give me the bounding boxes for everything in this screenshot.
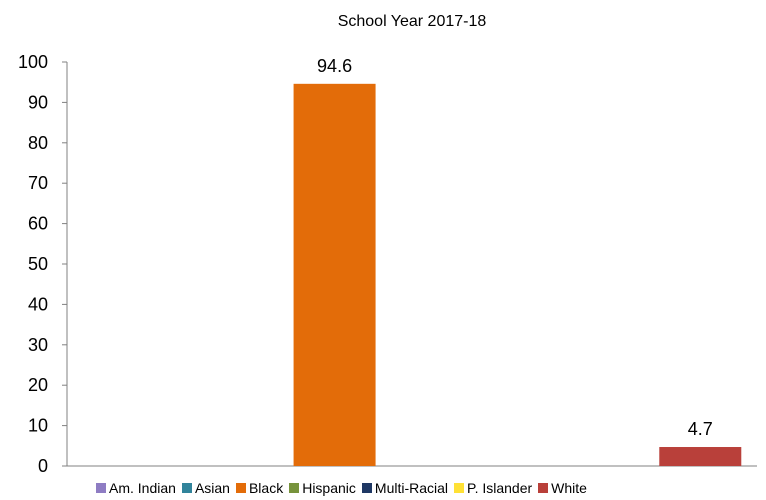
y-tick-label: 30 <box>28 335 48 355</box>
legend-label: Hispanic <box>302 480 356 496</box>
legend-label: White <box>551 480 587 496</box>
y-tick-label: 10 <box>28 416 48 436</box>
y-tick-label: 50 <box>28 254 48 274</box>
legend-label: Black <box>248 480 284 496</box>
legend-item: Black <box>235 480 284 496</box>
bar-black <box>293 83 376 466</box>
legend-label: Asian <box>194 480 230 496</box>
bars: 94.6 4.7 <box>293 56 742 466</box>
legend-item: P. Islander <box>454 480 532 496</box>
legend-swatch <box>538 483 549 493</box>
legend-swatch <box>235 483 246 493</box>
y-tick-label: 60 <box>28 214 48 234</box>
legend-item: Multi-Racial <box>361 480 449 496</box>
y-tick-label: 90 <box>28 92 48 112</box>
legend-item: Asian <box>181 480 230 496</box>
legend-swatch <box>454 483 465 493</box>
legend: Am. Indian Asian Black Hispanic Multi-Racial… <box>96 480 593 496</box>
data-label: 94.6 <box>317 56 352 76</box>
y-tick-label: 0 <box>38 456 48 476</box>
legend-swatch <box>181 483 192 493</box>
legend-swatch <box>361 483 372 493</box>
y-tick-label: 20 <box>28 375 48 395</box>
legend-swatch <box>289 483 300 493</box>
y-tick-label: 40 <box>28 294 48 314</box>
y-axis-ticks: 0 10 20 30 40 50 60 70 80 90 100 <box>18 52 67 476</box>
y-tick-label: 100 <box>18 52 48 72</box>
legend-item: Am. Indian <box>96 480 176 496</box>
legend-label: P. Islander <box>467 480 533 496</box>
legend-label: Am. Indian <box>109 480 176 496</box>
legend-label: Multi-Racial <box>374 480 449 496</box>
data-label: 4.7 <box>688 419 713 439</box>
legend-item: White <box>538 480 587 496</box>
y-tick-label: 80 <box>28 133 48 153</box>
legend-swatch <box>96 483 106 493</box>
chart-title: School Year 2017-18 <box>338 13 487 30</box>
bar-white <box>659 447 742 466</box>
y-tick-label: 70 <box>28 173 48 193</box>
legend-item: Hispanic <box>289 480 356 496</box>
